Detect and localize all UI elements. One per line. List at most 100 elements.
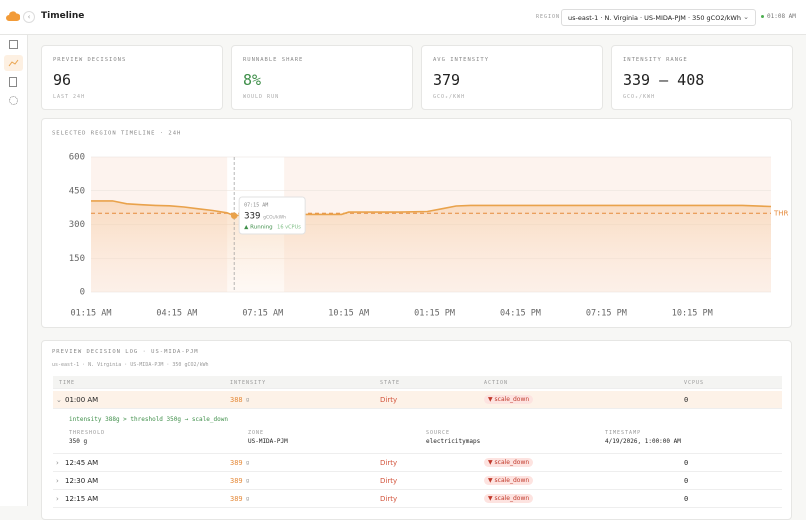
row-intensity: 389 [230,495,243,503]
row-intensity: 389 [230,477,243,485]
detail-value: 350 g [69,438,88,445]
row-vcpus: 0 [684,477,689,485]
detail-label: ZONE [248,430,265,436]
tooltip-vcpus: 16 vCPUs [277,225,301,231]
tooltip-time: 07:15 AM [244,203,268,209]
clock: 01:08 AM [767,13,796,20]
log-row[interactable]: › 12:15 AM 389 g Dirty ▼ scale_down 0 [53,490,782,508]
log-title: PREVIEW DECISION LOG · US-MIDA-PJM [52,349,199,355]
row-state: Dirty [380,495,398,503]
tooltip-box [238,196,306,235]
region-select[interactable]: us-east-1 · N. Virginia · US-MIDA-PJM · … [561,9,756,26]
column-header: VCPUS [684,380,705,386]
x-tick-label: 01:15 PM [414,309,455,319]
x-tick-label: 04:15 PM [500,309,541,319]
row-action: ▼ scale_down [484,395,534,404]
threshold-label: THR [773,209,789,217]
row-vcpus: 0 [684,459,689,467]
row-detail: intensity 388g > threshold 350g → scale_… [53,409,782,454]
hover-dot [230,212,238,219]
column-header: INTENSITY [230,380,267,386]
row-toggle[interactable]: › [56,495,59,503]
x-tick-label: 04:15 AM [156,309,197,319]
row-intensity: 388 [230,396,243,404]
tooltip-value: 339 [244,212,260,222]
stat-sub: GCO₂/KWH [623,94,656,100]
row-unit: g [246,397,250,403]
detail-rule: intensity 388g > threshold 350g → scale_… [69,416,228,423]
stat-label: RUNNABLE SHARE [243,57,304,63]
row-state: Dirty [380,477,398,485]
log-subtitle: us-east-1 · N. Virginia · US-MIDA-PJM · … [52,362,209,368]
row-toggle[interactable]: ⌄ [56,396,62,404]
x-tick-label: 10:15 AM [328,309,369,319]
y-tick-label: 600 [69,153,85,163]
nav-timeline[interactable] [4,55,23,71]
page-title: Timeline [41,11,85,21]
row-time: 12:45 AM [65,459,99,467]
row-unit: g [246,460,250,466]
log-row[interactable]: ⌄ 01:00 AM 388 g Dirty ▼ scale_down 0 [53,391,782,409]
x-tick-label: 07:15 PM [586,309,627,319]
row-unit: g [246,478,250,484]
stat-card: AVG INTENSITY 379 GCO₂/KWH [421,45,603,110]
detail-value: 4/19/2026, 1:00:00 AM [605,438,681,445]
row-time: 12:15 AM [65,495,99,503]
chart-title: SELECTED REGION TIMELINE · 24H [52,131,181,137]
y-tick-label: 450 [69,186,85,196]
column-header: ACTION [484,380,509,386]
nav-settings[interactable] [9,96,18,105]
detail-label: THRESHOLD [69,430,106,436]
table-header: TIME INTENSITY STATE ACTION VCPUS [53,376,782,389]
stat-value: 8% [243,71,262,89]
top-bar: ‹ Timeline REGION us-east-1 · N. Virgini… [0,0,806,35]
row-state: Dirty [380,459,398,467]
row-time: 01:00 AM [65,396,99,404]
timeline-card: SELECTED REGION TIMELINE · 24H 0 150 300 45… [41,118,792,328]
stat-value: 339 – 408 [623,71,705,89]
nav-log[interactable] [9,77,17,87]
tooltip-unit: gCO₂/kWh [263,215,286,221]
y-tick-label: 300 [69,220,85,230]
row-time: 12:30 AM [65,477,99,485]
x-tick-label: 07:15 AM [242,309,283,319]
stat-card: PREVIEW DECISIONS 96 LAST 24H [41,45,223,110]
row-action: ▼ scale_down [484,476,534,485]
detail-label: SOURCE [426,430,451,436]
logo [6,11,20,21]
row-unit: g [246,496,250,502]
tooltip-state: ▲ Running [244,225,273,231]
collapse-button[interactable]: ‹ [23,11,35,23]
stat-card: RUNNABLE SHARE 8% WOULD RUN [231,45,413,110]
stat-sub: GCO₂/KWH [433,94,466,100]
stat-sub: WOULD RUN [243,94,280,100]
y-tick-label: 150 [69,254,85,264]
stat-card: INTENSITY RANGE 339 – 408 GCO₂/KWH [611,45,793,110]
column-header: TIME [59,380,76,386]
region-label: REGION [536,14,561,20]
row-toggle[interactable]: › [56,459,59,467]
region-value: us-east-1 · N. Virginia · US-MIDA-PJM · … [568,14,741,22]
stat-value: 379 [433,71,461,89]
row-intensity: 389 [230,459,243,467]
detail-value: US-MIDA-PJM [248,438,288,445]
stat-label: INTENSITY RANGE [623,57,688,63]
chart: SELECTED REGION TIMELINE · 24H 0 150 300 45… [52,131,789,319]
stat-value: 96 [53,71,72,89]
x-tick-label: 01:15 AM [71,309,112,319]
log-row[interactable]: › 12:30 AM 389 g Dirty ▼ scale_down 0 [53,472,782,490]
y-tick-label: 0 [80,288,85,298]
dropdown-caret: ⌄ [743,13,749,21]
nav-dashboard[interactable] [9,40,18,49]
area [91,200,771,292]
x-tick-label: 10:15 PM [672,309,713,319]
sidebar [0,35,28,506]
row-toggle[interactable]: › [56,477,59,485]
detail-label: TIMESTAMP [605,430,642,436]
row-action: ▼ scale_down [484,458,534,467]
stat-label: AVG INTENSITY [433,57,490,63]
row-vcpus: 0 [684,396,689,404]
stat-label: PREVIEW DECISIONS [53,57,127,63]
log-row[interactable]: › 12:45 AM 389 g Dirty ▼ scale_down 0 [53,454,782,472]
